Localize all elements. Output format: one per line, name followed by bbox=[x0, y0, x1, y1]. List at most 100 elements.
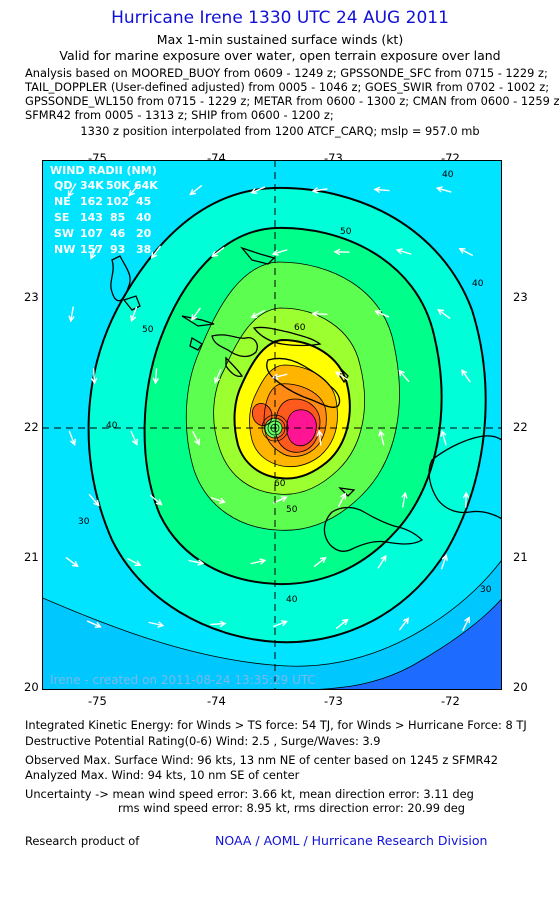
wind-vector-head bbox=[461, 368, 468, 376]
wind-vector-head bbox=[401, 491, 408, 499]
wind-vector bbox=[312, 312, 328, 316]
noaa-credit-link[interactable]: NOAA / AOML / Hurricane Research Divisio… bbox=[215, 833, 488, 848]
wind-vector-head bbox=[155, 499, 163, 506]
observed-max-text: Observed Max. Surface Wind: 96 kts, 13 n… bbox=[25, 753, 498, 767]
wind-vector-head bbox=[463, 491, 470, 499]
analysis-line-1: Analysis based on MOORED_BUOY from 0609 … bbox=[25, 66, 548, 80]
coastline-crooked-island bbox=[122, 295, 141, 311]
wind-vector-head bbox=[458, 248, 466, 254]
wind-radii-cell: 93 bbox=[110, 243, 125, 256]
contour-line-100 bbox=[286, 409, 317, 447]
wind-vector-head bbox=[197, 559, 205, 566]
wind-vector-head bbox=[378, 429, 385, 437]
position-note: 1330 z position interpolated from 1200 A… bbox=[80, 124, 480, 138]
contour-label: 60 bbox=[274, 479, 286, 489]
wind-vector-head bbox=[259, 558, 267, 565]
coastline-caicos-north bbox=[252, 326, 322, 347]
contour-line-30 bbox=[42, 559, 502, 667]
map-title: Hurricane Irene 1330 UTC 24 AUG 2011 bbox=[111, 8, 449, 28]
wind-vector-head bbox=[250, 312, 258, 318]
wind-vector bbox=[130, 430, 138, 446]
contour-label: 40 bbox=[472, 279, 484, 289]
lat-tick-left: 21 bbox=[24, 550, 39, 564]
contour-line-25 bbox=[42, 597, 502, 690]
wind-vector bbox=[192, 431, 200, 445]
contour-label: 40 bbox=[286, 595, 298, 605]
wind-vector-head bbox=[340, 492, 346, 500]
wind-vector bbox=[65, 557, 79, 567]
wind-vector bbox=[154, 368, 158, 384]
wind-vector-head bbox=[435, 186, 443, 193]
wind-vector bbox=[399, 617, 409, 631]
coastline-providenciales bbox=[189, 336, 203, 351]
wind-vector bbox=[128, 183, 140, 197]
wind-vector-head bbox=[134, 560, 142, 566]
contour-label: 30 bbox=[78, 517, 90, 527]
map-subtitle: Max 1-min sustained surface winds (kt) bbox=[156, 32, 404, 47]
wind-vector-head bbox=[374, 310, 382, 316]
wind-vector-head bbox=[341, 618, 349, 625]
wind-vector-head bbox=[194, 438, 200, 446]
wind-vector-head bbox=[319, 556, 327, 563]
coastline-dr-east bbox=[428, 435, 502, 520]
wind-radii-cell: 38 bbox=[136, 243, 151, 256]
contour-line-60 bbox=[213, 307, 365, 495]
wind-vector-head bbox=[271, 373, 279, 380]
ike-text: Integrated Kinetic Energy: for Winds > T… bbox=[25, 718, 527, 732]
wind-vector-head bbox=[398, 369, 405, 377]
wind-vector-head bbox=[70, 438, 76, 446]
wind-vector bbox=[313, 557, 327, 567]
wind-radii-cell: 40 bbox=[136, 211, 152, 224]
wind-vector-head bbox=[132, 438, 138, 446]
analysis-line-3: GPSSONDE_WL150 from 0715 - 1229 z; METAR… bbox=[25, 94, 560, 108]
lon-tick-bottom: -73 bbox=[324, 694, 343, 708]
wind-radii-cell: NW bbox=[54, 243, 75, 256]
uncertainty-line-2: rms wind speed error: 8.95 kt, rms direc… bbox=[118, 801, 466, 815]
wind-vector bbox=[149, 494, 163, 506]
coastline-mayaguana bbox=[240, 246, 276, 265]
analyzed-max-text: Analyzed Max. Wind: 94 kts, 10 nm SE of … bbox=[25, 768, 300, 782]
research-label: Research product of bbox=[25, 834, 140, 848]
wind-radii-cell: 20 bbox=[136, 227, 152, 240]
wind-field-map: 40 50 60 50 40 40 50 30 40 30 60 WIND RA… bbox=[42, 160, 502, 690]
lon-tick-bottom: -74 bbox=[207, 694, 226, 708]
wind-vector bbox=[272, 249, 288, 255]
wind-radii-cell: 46 bbox=[110, 227, 126, 240]
wind-vector-head bbox=[311, 187, 319, 194]
wind-vector-head bbox=[380, 554, 387, 562]
wind-vector-head bbox=[189, 189, 197, 196]
wind-vector-head bbox=[316, 429, 323, 437]
wind-radii-col: 64K bbox=[134, 179, 158, 192]
map-frame bbox=[42, 160, 502, 690]
wind-radii-cell: 143 bbox=[80, 211, 103, 224]
wind-radii-cell: 107 bbox=[80, 227, 103, 240]
contour-line-64kt bbox=[233, 338, 351, 480]
wind-vector-head bbox=[271, 249, 279, 256]
wind-vector bbox=[436, 187, 452, 193]
wind-vector bbox=[214, 368, 222, 384]
wind-vector bbox=[70, 306, 74, 322]
wind-vector bbox=[148, 621, 164, 627]
contour-label: 50 bbox=[286, 505, 298, 515]
wind-radii-col: 34K bbox=[80, 179, 104, 192]
wind-vector bbox=[250, 186, 266, 194]
wind-vector-head bbox=[464, 616, 470, 624]
wind-radii-title: WIND RADII (NM) bbox=[50, 164, 157, 177]
wind-vector bbox=[90, 244, 98, 260]
wind-vector-head bbox=[157, 621, 165, 628]
contour-line-50 bbox=[143, 226, 443, 586]
wind-radii-cell: 85 bbox=[110, 211, 125, 224]
wind-vector-head bbox=[150, 252, 158, 259]
wind-vector-head bbox=[250, 188, 258, 194]
wind-vector-head bbox=[152, 377, 159, 385]
wind-vector bbox=[67, 183, 77, 197]
wind-vector bbox=[251, 309, 265, 319]
wind-vector bbox=[92, 368, 96, 384]
lat-tick-left: 22 bbox=[24, 420, 39, 434]
wind-vector-head bbox=[211, 251, 219, 258]
wind-radii-cell: NE bbox=[54, 195, 71, 208]
wind-radii-cell: 102 bbox=[106, 195, 129, 208]
coastline-acklins bbox=[110, 255, 131, 302]
watermark: Irene - created on 2011-08-24 13:35:29 U… bbox=[50, 673, 316, 687]
wind-vector-head bbox=[333, 248, 341, 255]
